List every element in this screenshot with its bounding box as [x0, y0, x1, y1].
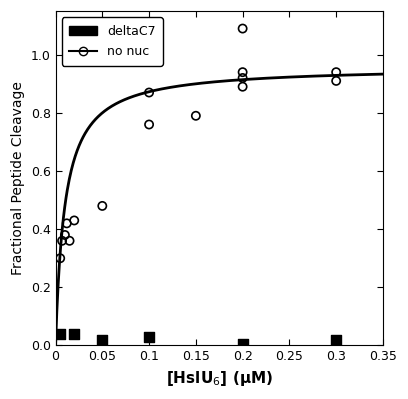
- Point: [239, 69, 246, 75]
- Point: [333, 78, 339, 84]
- Point: [193, 113, 199, 119]
- Y-axis label: Fractional Peptide Cleavage: Fractional Peptide Cleavage: [11, 81, 25, 275]
- Point: [146, 334, 152, 340]
- Point: [59, 238, 65, 244]
- Point: [99, 336, 106, 343]
- Point: [146, 89, 152, 96]
- Point: [333, 336, 339, 343]
- Point: [99, 203, 106, 209]
- Point: [71, 217, 78, 224]
- Point: [62, 232, 68, 238]
- Point: [239, 75, 246, 81]
- Point: [239, 341, 246, 347]
- Point: [57, 331, 64, 337]
- Point: [239, 83, 246, 90]
- Point: [64, 220, 70, 227]
- Point: [146, 121, 152, 128]
- X-axis label: [HslU$_6$] (μM): [HslU$_6$] (μM): [166, 369, 273, 388]
- Point: [57, 255, 64, 261]
- Point: [71, 331, 78, 337]
- Point: [333, 69, 339, 75]
- Legend: deltaC7, no nuc: deltaC7, no nuc: [62, 18, 163, 66]
- Point: [66, 238, 73, 244]
- Point: [239, 26, 246, 32]
